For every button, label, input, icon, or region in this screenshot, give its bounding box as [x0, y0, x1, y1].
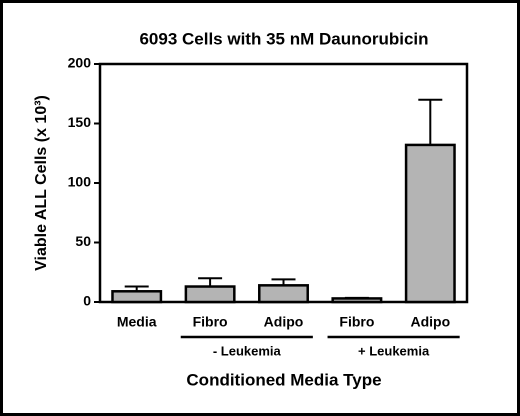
x-tick-label: Fibro: [193, 314, 228, 330]
y-tick-label: 0: [83, 293, 91, 309]
y-tick-label: 200: [68, 55, 92, 71]
y-axis-label: Viable ALL Cells (x 10³): [33, 95, 50, 271]
group-label: + Leukemia: [358, 343, 430, 358]
y-tick-label: 150: [68, 114, 92, 130]
y-tick-label: 50: [75, 233, 91, 249]
x-axis-label: Conditioned Media Type: [186, 370, 381, 389]
bar: [184, 285, 236, 304]
x-tick-label: Fibro: [339, 314, 374, 330]
bar: [404, 143, 456, 304]
x-tick-label: Media: [117, 314, 157, 330]
chart-title: 6093 Cells with 35 nM Daunorubicin: [139, 29, 428, 48]
bar: [111, 290, 163, 304]
y-tick-label: 100: [68, 174, 92, 190]
x-tick-label: Adipo: [264, 314, 304, 330]
bar: [331, 297, 383, 304]
bar: [258, 284, 309, 304]
x-tick-label: Adipo: [410, 314, 450, 330]
group-label: - Leukemia: [213, 343, 282, 358]
